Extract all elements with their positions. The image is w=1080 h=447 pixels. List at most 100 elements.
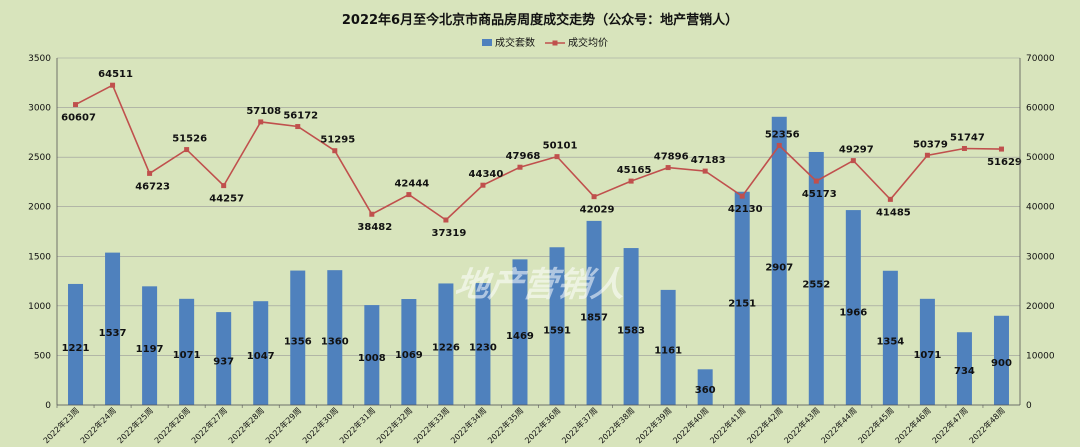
y-left-tick-label: 3500 [28, 54, 51, 64]
bar [623, 248, 639, 405]
bar-value-label: 2552 [802, 280, 830, 291]
legend-bar-label: 成交套数 [495, 36, 535, 49]
x-tick-label: 2022年29周 [263, 405, 303, 445]
y-right-tick-label: 30000 [1026, 252, 1055, 262]
bar-value-label: 1354 [876, 337, 904, 348]
price-marker [554, 154, 560, 160]
bar [882, 270, 898, 405]
x-tick-label: 2022年34周 [448, 405, 488, 445]
bar-value-label: 937 [213, 356, 234, 367]
bar-value-label: 1161 [654, 346, 682, 357]
y-right-tick-label: 20000 [1026, 302, 1055, 312]
bar-value-label: 1047 [247, 351, 275, 362]
price-value-label: 51295 [320, 135, 355, 146]
bar [475, 283, 491, 405]
x-tick-label: 2022年24周 [78, 405, 118, 445]
price-marker [221, 183, 227, 189]
price-value-label: 46723 [135, 181, 170, 192]
price-value-label: 60607 [61, 113, 96, 124]
price-value-label: 44257 [209, 194, 244, 205]
x-tick-label: 2022年46周 [893, 405, 933, 445]
bar-value-label: 1469 [506, 331, 534, 342]
bar-value-label: 1857 [580, 313, 608, 324]
price-marker [369, 211, 375, 217]
bar [771, 116, 787, 405]
bar-value-label: 1226 [432, 343, 460, 354]
y-right-tick-label: 40000 [1026, 203, 1055, 213]
bar-value-label: 900 [991, 358, 1012, 369]
x-tick-label: 2022年26周 [152, 405, 192, 445]
bar-value-label: 1356 [284, 336, 312, 347]
price-value-label: 47896 [654, 152, 689, 163]
price-marker [406, 192, 412, 198]
price-line [75, 84, 1002, 222]
bar [549, 247, 565, 405]
legend: 成交套数 成交均价 [482, 36, 608, 49]
price-marker [184, 147, 190, 153]
price-value-label: 45173 [802, 189, 837, 200]
y-left-tick-label: 0 [45, 401, 51, 411]
x-tick-label: 2022年37周 [559, 405, 599, 445]
y-right-tick-label: 50000 [1026, 153, 1055, 163]
grid-layer [57, 57, 1020, 406]
price-marker [258, 119, 264, 125]
bar [697, 369, 713, 405]
chart-title: 2022年6月至今北京市商品房周度成交走势（公众号：地产营销人） [342, 12, 738, 28]
y-left-tick-label: 3000 [28, 104, 51, 114]
bar [438, 283, 454, 405]
bar-value-label: 1071 [913, 350, 941, 361]
x-tick-label: 2022年31周 [337, 405, 377, 445]
x-tick-label: 2022年38周 [597, 405, 637, 445]
x-tick-label: 2022年43周 [782, 405, 822, 445]
price-marker [739, 193, 745, 199]
bar-value-label: 1008 [358, 353, 386, 364]
price-marker [147, 170, 153, 176]
price-value-label: 47183 [691, 155, 726, 166]
x-tick-label: 2022年30周 [300, 405, 340, 445]
price-marker [443, 217, 449, 223]
y-right-tick-label: 10000 [1026, 351, 1055, 361]
legend-bar-swatch [482, 39, 492, 46]
bar-value-label: 1069 [395, 350, 423, 361]
bar-layer [68, 116, 1009, 405]
bar [142, 286, 158, 405]
bar-value-label: 360 [695, 385, 716, 396]
legend-line-marker [552, 40, 558, 46]
y-left-tick-label: 1000 [28, 302, 51, 312]
bar-value-label: 2151 [728, 299, 756, 310]
price-marker [998, 146, 1004, 152]
x-tick-label: 2022年47周 [930, 405, 970, 445]
y-left-tick-label: 2000 [28, 203, 51, 213]
bar [919, 298, 935, 405]
x-tick-label: 2022年48周 [967, 405, 1007, 445]
price-marker [924, 152, 930, 158]
bar [253, 301, 269, 405]
x-tick-label: 2022年33周 [411, 405, 451, 445]
line-layer [73, 82, 1004, 223]
x-tick-label: 2022年41周 [708, 405, 748, 445]
price-marker [776, 142, 782, 148]
bar [586, 220, 602, 405]
x-tick-label: 2022年42周 [745, 405, 785, 445]
price-value-label: 51629 [987, 157, 1022, 168]
bar-value-label: 2907 [765, 263, 793, 274]
x-tick-label: 2022年45周 [856, 405, 896, 445]
bar-value-label: 1583 [617, 326, 645, 337]
price-value-label: 57108 [246, 106, 281, 117]
price-value-label: 44340 [469, 169, 504, 180]
x-tick-label: 2022年44周 [819, 405, 859, 445]
bar [956, 332, 972, 405]
bar-value-label: 734 [954, 366, 975, 377]
price-marker [628, 178, 634, 184]
bar [105, 252, 121, 405]
price-value-label: 49297 [839, 145, 874, 156]
price-marker [517, 164, 523, 170]
price-value-label: 51526 [172, 134, 207, 145]
x-tick-label: 2022年35周 [485, 405, 525, 445]
watermark: 地产营销人 [452, 265, 628, 305]
price-marker [850, 158, 856, 164]
x-tick-label: 2022年28周 [226, 405, 266, 445]
price-value-label: 51747 [950, 132, 985, 143]
x-tick-label: 2022年23周 [41, 405, 81, 445]
